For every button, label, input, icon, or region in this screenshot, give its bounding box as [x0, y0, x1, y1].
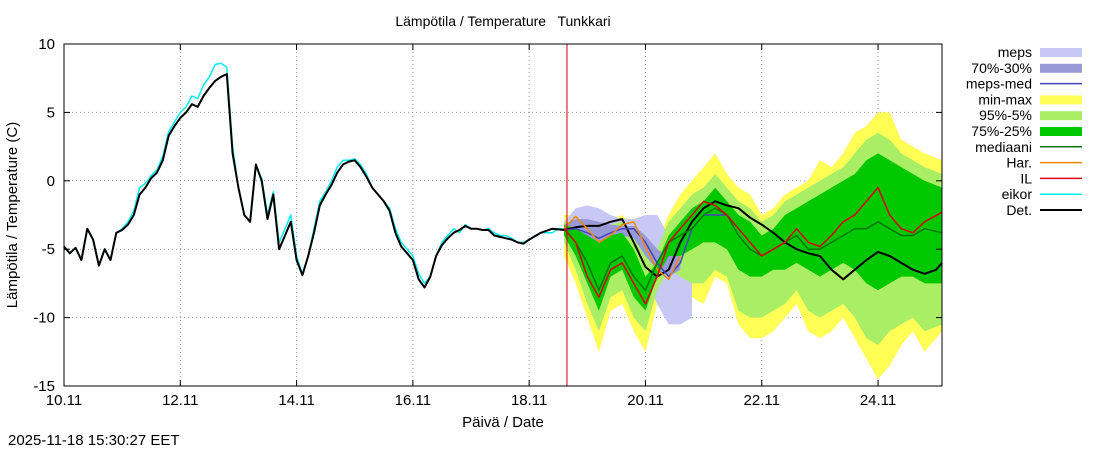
x-tick-label: 20.11	[627, 392, 663, 409]
legend: meps70%-30%meps-medmin-max95%-5%75%-25%m…	[966, 44, 1082, 218]
chart-title: Lämpötila / Temperature Tunkkari	[395, 13, 610, 29]
series-det	[63, 73, 943, 289]
x-tick-label: 16.11	[395, 392, 431, 409]
legend-swatch-meps	[1040, 48, 1082, 57]
y-tick-label: -5	[42, 241, 55, 258]
legend-label-meps: meps	[998, 44, 1032, 60]
y-tick-label: 5	[47, 104, 55, 121]
legend-swatch-p95_5	[1040, 111, 1082, 121]
legend-swatch-meps_70_30	[1040, 63, 1082, 73]
x-tick-label: 14.11	[278, 392, 314, 409]
x-tick-label: 10.11	[46, 392, 82, 409]
legend-label-meps_med: meps-med	[966, 76, 1032, 92]
tick-layer: 10.11 12.11 14.11 16.11 18.11 20.11 22.11 24.11…	[33, 36, 942, 409]
timestamp: 2025-11-18 15:30:27 EET	[8, 432, 180, 449]
legend-label-il: IL	[1020, 170, 1032, 186]
y-tick-label: -15	[33, 378, 55, 395]
x-axis-label: Päivä / Date	[462, 414, 544, 431]
series-mediaani	[563, 207, 943, 291]
x-tick-label: 12.11	[162, 392, 198, 409]
legend-label-det: Det.	[1006, 202, 1032, 218]
legend-label-mediaani: mediaani	[975, 139, 1032, 155]
x-tick-label: 18.11	[511, 392, 547, 409]
y-tick-label: 0	[47, 173, 55, 190]
legend-label-p95_5: 95%-5%	[979, 107, 1032, 123]
legend-swatch-min_max	[1040, 95, 1082, 105]
legend-label-min_max: min-max	[978, 91, 1032, 107]
legend-label-eikor: eikor	[1002, 186, 1033, 202]
x-tick-label: 22.11	[744, 392, 780, 409]
series-har	[563, 215, 681, 281]
legend-label-meps_70_30: 70%-30%	[971, 60, 1032, 76]
y-axis-label: Lämpötila / Temperature (C)	[4, 122, 21, 308]
plot-frame	[63, 43, 943, 387]
x-tick-label: 24.11	[860, 392, 896, 409]
band-meps_70_30	[564, 219, 681, 277]
line-layer	[63, 62, 943, 305]
y-tick-label: -10	[33, 310, 55, 327]
legend-label-p75_25: 75%-25%	[971, 123, 1032, 139]
series-il	[563, 186, 943, 305]
legend-label-har: Har.	[1006, 155, 1032, 171]
legend-swatch-p75_25	[1040, 127, 1082, 136]
y-tick-label: 10	[38, 36, 55, 53]
